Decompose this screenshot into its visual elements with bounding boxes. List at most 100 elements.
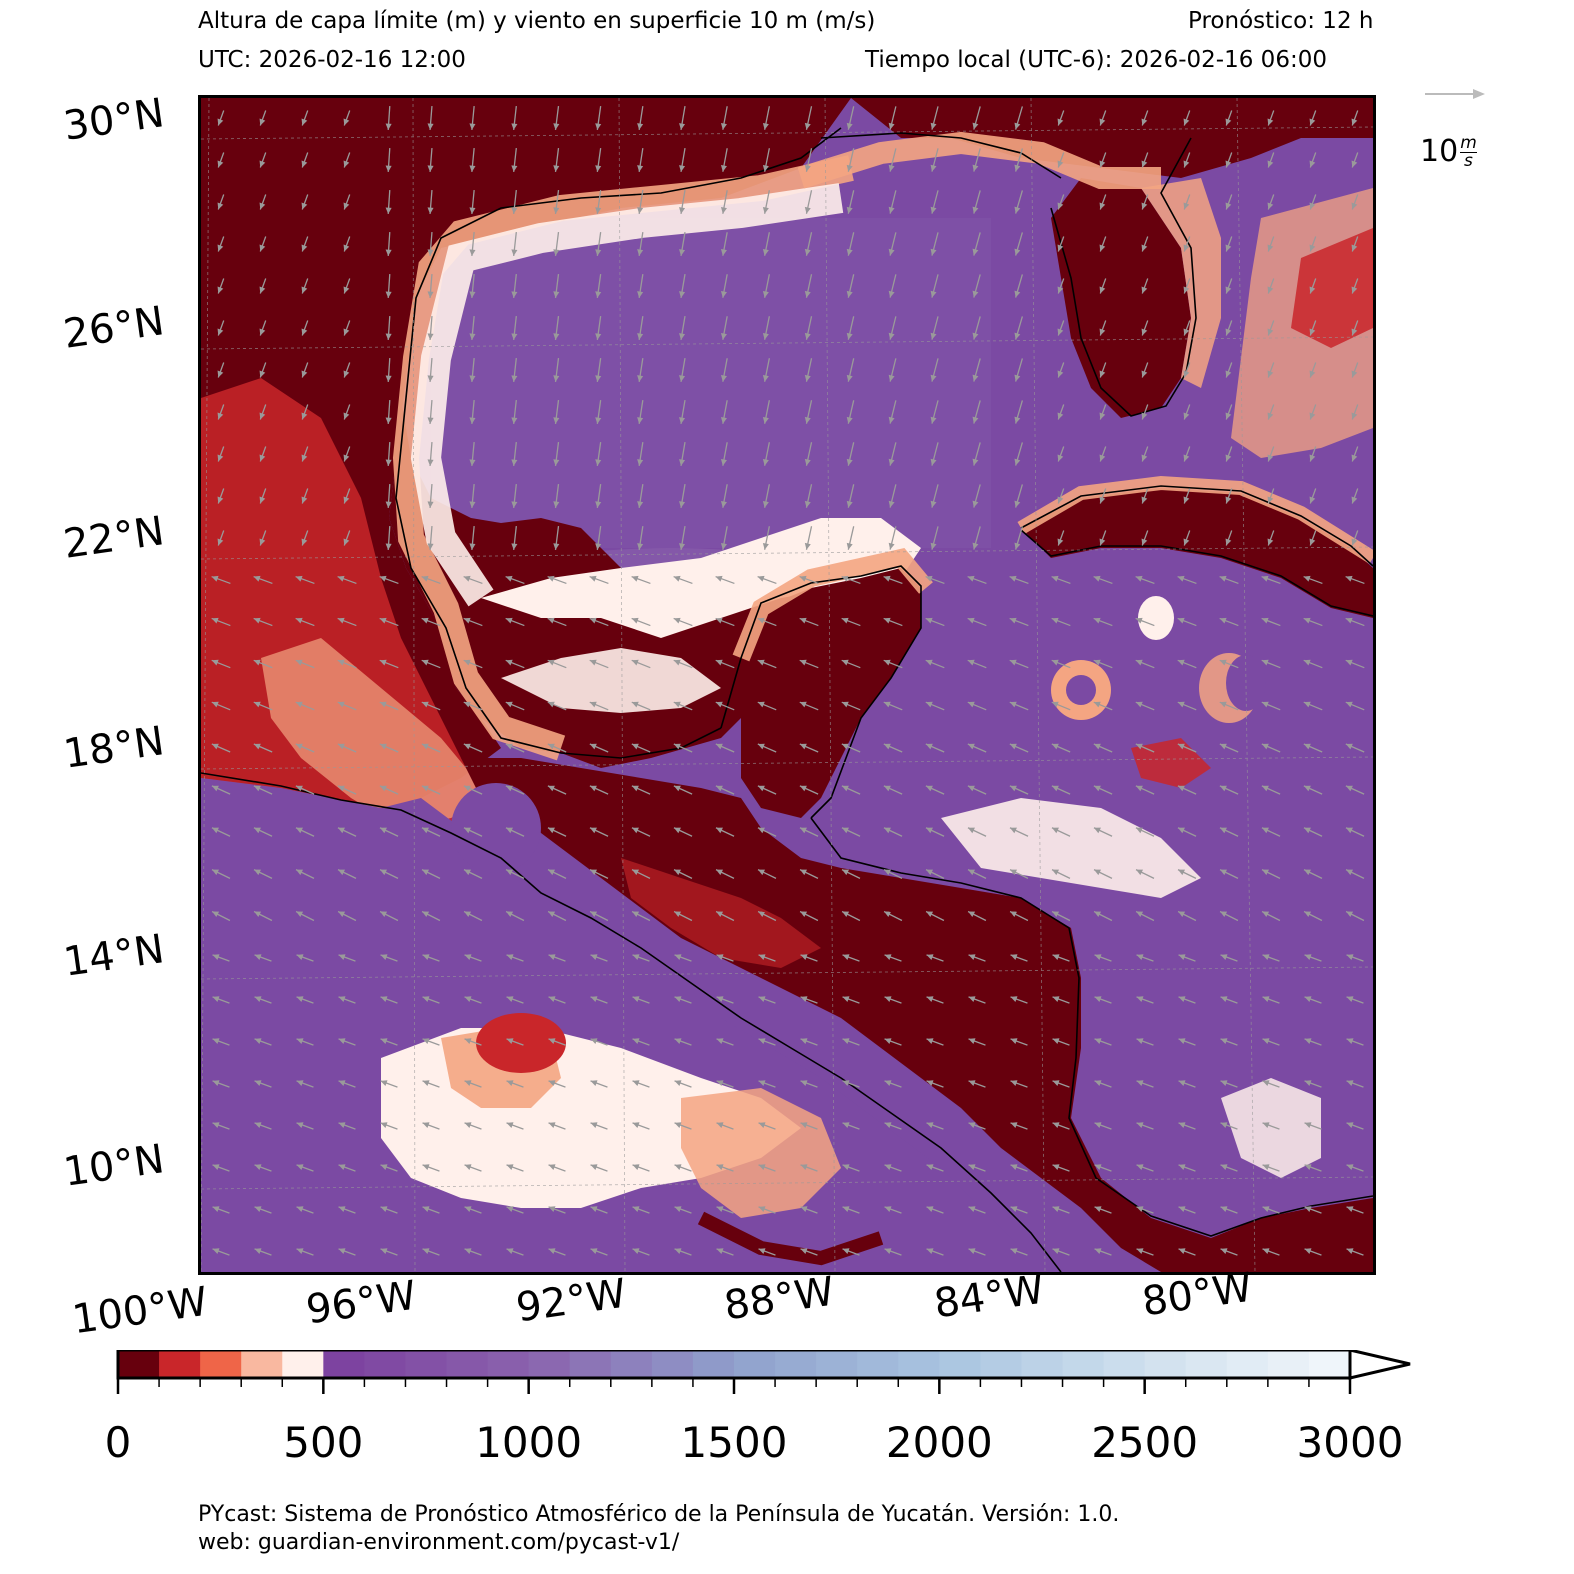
- wind-vector-head: [385, 501, 392, 508]
- wind-vector-head: [547, 575, 555, 582]
- wind-vector-head: [673, 785, 681, 792]
- map-canvas: [201, 98, 1373, 1272]
- wind-vector-head: [1052, 996, 1060, 1002]
- wind-vector-head: [548, 869, 556, 876]
- wind-vector-head: [930, 500, 937, 508]
- wind-vector-head: [679, 207, 686, 214]
- wind-vector-head: [464, 1038, 472, 1044]
- wind-vector-head: [674, 1248, 682, 1254]
- wind-vector-head: [1304, 954, 1312, 960]
- wind-vector-head: [1178, 1122, 1186, 1128]
- wind-vector-head: [217, 286, 224, 294]
- wind-vector-head: [1261, 617, 1269, 624]
- wind-vector-head: [631, 785, 639, 792]
- wind-vector-head: [548, 1080, 556, 1086]
- wind-vector-head: [1262, 869, 1270, 876]
- wind-vector-head: [217, 244, 224, 252]
- wind-vector-head: [972, 164, 979, 172]
- wind-vector-head: [800, 869, 808, 876]
- wind-vector-head: [595, 291, 602, 298]
- wind-vector-head: [422, 911, 430, 918]
- wind-vector-head: [1220, 1248, 1228, 1254]
- wind-vector-head: [1014, 206, 1021, 214]
- wind-vector-head: [842, 869, 850, 876]
- wind-vector-head: [679, 165, 686, 172]
- wind-vector-head: [1057, 160, 1064, 168]
- wind-vector-head: [1346, 1038, 1354, 1044]
- wind-vector-head: [1346, 911, 1354, 918]
- wind-vector-head: [926, 869, 934, 876]
- colorbar-cell: [323, 1350, 365, 1378]
- wind-vector-head: [846, 248, 853, 256]
- wind-vector-head: [1183, 412, 1190, 420]
- colorbar-tick-label: 1000: [475, 1418, 583, 1467]
- wind-vector-head: [463, 617, 471, 624]
- wind-vector-head: [217, 538, 224, 546]
- wind-vector-head: [1220, 1038, 1228, 1044]
- wind-vector-head: [679, 123, 686, 130]
- wind-vector-head: [1346, 1206, 1354, 1212]
- wind-vector-head: [217, 454, 224, 462]
- wind-vector-head: [631, 701, 639, 708]
- wind-vector-head: [211, 743, 219, 750]
- wind-vector-head: [800, 954, 808, 960]
- wind-vector-head: [337, 701, 345, 708]
- wind-vector-head: [343, 412, 350, 420]
- wind-vector-head: [631, 575, 639, 582]
- wind-vector-head: [1093, 701, 1101, 708]
- wind-vector-head: [212, 1248, 220, 1254]
- wind-vector-head: [595, 165, 602, 172]
- wind-vector-head: [1309, 454, 1316, 462]
- wind-vector-head: [1346, 1164, 1354, 1170]
- wind-vector-head: [1267, 538, 1274, 546]
- wind-vector-head: [716, 1038, 724, 1044]
- wind-vector-head: [254, 1248, 262, 1254]
- wind-vector-head: [427, 249, 434, 256]
- wind-vector-head: [1261, 575, 1269, 582]
- wind-vector-head: [505, 659, 513, 666]
- wind-vector-head: [254, 1122, 262, 1128]
- wind-vector-head: [846, 458, 853, 466]
- wind-vector-head: [464, 869, 472, 876]
- wind-vector-head: [846, 290, 853, 298]
- wind-vector-head: [259, 286, 266, 294]
- wind-vector-head: [380, 1248, 388, 1254]
- wind-vector-head: [884, 869, 892, 876]
- wind-vector-head: [800, 1206, 808, 1212]
- wind-vector-head: [1014, 122, 1021, 130]
- wind-vector-head: [1178, 996, 1186, 1002]
- wind-vector-head: [422, 869, 430, 876]
- wind-vector-head: [1183, 538, 1190, 546]
- wind-vector-head: [259, 244, 266, 252]
- wind-vector-head: [972, 500, 979, 508]
- wind-vector-head: [422, 1122, 430, 1128]
- wind-vector-head: [385, 249, 392, 256]
- wind-vector-head: [380, 1038, 388, 1044]
- wind-vector-head: [715, 785, 723, 792]
- wind-vector-head: [380, 996, 388, 1002]
- wind-vector-head: [842, 1080, 850, 1086]
- wind-vector-head: [301, 370, 308, 378]
- wind-vector-head: [1267, 328, 1274, 336]
- wind-vector-head: [1014, 416, 1021, 424]
- wind-vector-head: [762, 290, 769, 298]
- wind-vector-head: [1303, 659, 1311, 666]
- wind-vector-head: [1141, 118, 1148, 126]
- wind-vector-head: [590, 1122, 598, 1128]
- wind-vector-head: [1099, 328, 1106, 336]
- wind-vector-head: [380, 1122, 388, 1128]
- wind-vector-head: [930, 122, 937, 130]
- wind-vector-head: [846, 374, 853, 382]
- wind-vector-head: [716, 1248, 724, 1254]
- wind-vector-head: [888, 290, 895, 298]
- wind-vector-head: [968, 1122, 976, 1128]
- wind-vector-head: [720, 375, 727, 382]
- wind-vector-head: [427, 207, 434, 214]
- wind-vector-head: [343, 496, 350, 504]
- wind-vector-head: [338, 1122, 346, 1128]
- wind-vector-head: [1177, 785, 1185, 792]
- wind-vector-head: [1219, 617, 1227, 624]
- florida-pink: [1141, 178, 1221, 388]
- caribbean-south-pale: [1221, 1078, 1321, 1178]
- wind-vector-head: [716, 1080, 724, 1086]
